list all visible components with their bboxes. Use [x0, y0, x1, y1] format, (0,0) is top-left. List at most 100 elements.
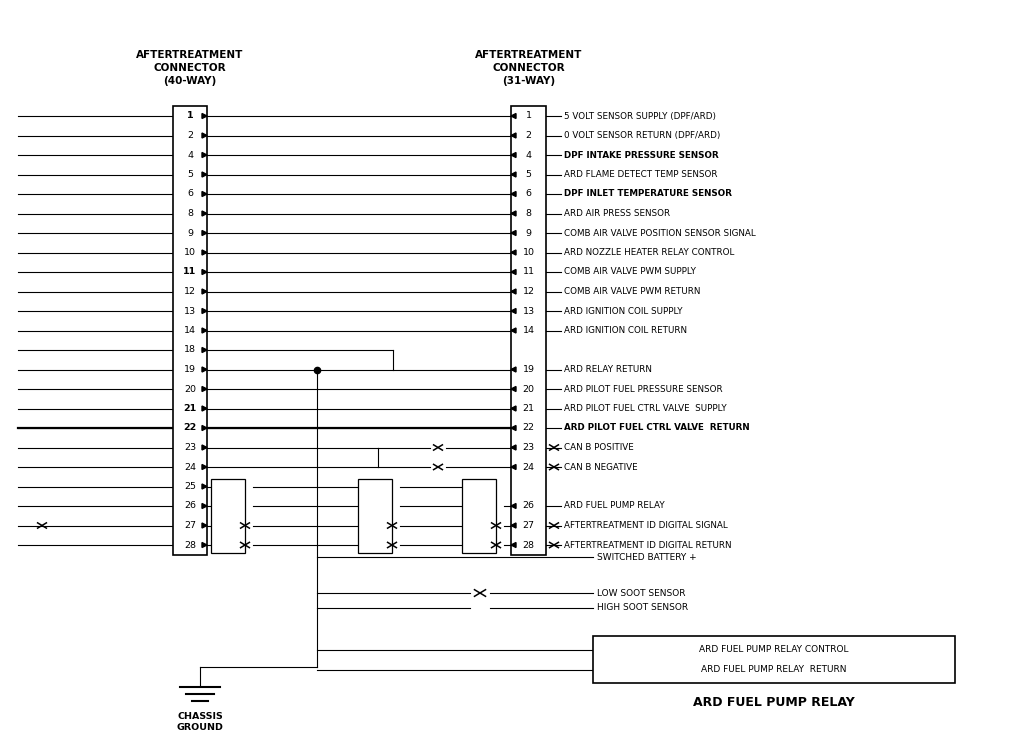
Text: ARD AIR PRESS SENSOR: ARD AIR PRESS SENSOR [564, 209, 670, 218]
Polygon shape [202, 250, 207, 255]
Polygon shape [202, 133, 207, 138]
Text: CAN B POSITIVE: CAN B POSITIVE [564, 443, 634, 452]
Text: 24: 24 [522, 463, 535, 471]
Text: ARD PILOT FUEL PRESSURE SENSOR: ARD PILOT FUEL PRESSURE SENSOR [564, 385, 723, 393]
Text: 22: 22 [522, 423, 535, 433]
Polygon shape [511, 172, 516, 177]
Polygon shape [202, 172, 207, 177]
Text: 27: 27 [184, 521, 196, 530]
Bar [173, 106, 207, 555]
Polygon shape [202, 406, 207, 411]
Text: COMB AIR VALVE POSITION SENSOR SIGNAL: COMB AIR VALVE POSITION SENSOR SIGNAL [564, 229, 756, 238]
Text: 5: 5 [525, 170, 531, 179]
Text: 6: 6 [525, 189, 531, 199]
Polygon shape [511, 387, 516, 392]
Bar [511, 106, 546, 555]
Polygon shape [511, 445, 516, 450]
Text: 21: 21 [522, 404, 535, 413]
Text: 0 VOLT SENSOR RETURN (DPF/ARD): 0 VOLT SENSOR RETURN (DPF/ARD) [564, 131, 720, 140]
Polygon shape [202, 523, 207, 528]
Text: 12: 12 [522, 287, 535, 296]
Polygon shape [511, 153, 516, 157]
Text: CHASSIS
GROUND: CHASSIS GROUND [176, 711, 223, 731]
Text: COMB AIR VALVE PWM RETURN: COMB AIR VALVE PWM RETURN [564, 287, 700, 296]
Text: 14: 14 [184, 326, 196, 335]
Bar [593, 636, 955, 683]
Polygon shape [511, 425, 516, 431]
Text: COMB AIR VALVE PWM SUPPLY: COMB AIR VALVE PWM SUPPLY [564, 268, 696, 276]
Polygon shape [202, 230, 207, 235]
Text: AFTERTREATMENT ID DIGITAL RETURN: AFTERTREATMENT ID DIGITAL RETURN [564, 540, 731, 550]
Text: 2: 2 [525, 131, 531, 140]
Text: 20: 20 [184, 385, 196, 393]
Text: 11: 11 [183, 268, 197, 276]
Text: 24: 24 [184, 463, 196, 471]
Polygon shape [202, 445, 207, 450]
Text: 20: 20 [522, 385, 535, 393]
Polygon shape [202, 192, 207, 197]
Text: 27: 27 [522, 521, 535, 530]
Text: SWITCHED BATTERY +: SWITCHED BATTERY + [597, 553, 696, 561]
Text: AFTERTREATMENT ID DIGITAL SIGNAL: AFTERTREATMENT ID DIGITAL SIGNAL [564, 521, 728, 530]
Polygon shape [202, 464, 207, 469]
Text: 28: 28 [184, 540, 196, 550]
Text: DPF INTAKE PRESSURE SENSOR: DPF INTAKE PRESSURE SENSOR [564, 151, 719, 159]
Text: 11: 11 [522, 268, 535, 276]
Text: 5: 5 [187, 170, 193, 179]
Text: CAN B NEGATIVE: CAN B NEGATIVE [564, 463, 638, 471]
Text: ARD FUEL PUMP RELAY  RETURN: ARD FUEL PUMP RELAY RETURN [701, 665, 847, 674]
Text: 28: 28 [522, 540, 535, 550]
Text: 19: 19 [184, 365, 196, 374]
Polygon shape [511, 504, 516, 509]
Text: 9: 9 [525, 229, 531, 238]
Text: ARD RELAY RETURN: ARD RELAY RETURN [564, 365, 652, 374]
Text: 18: 18 [184, 346, 196, 355]
Text: 25: 25 [184, 482, 196, 491]
Polygon shape [202, 270, 207, 275]
Text: 26: 26 [184, 501, 196, 510]
Text: 13: 13 [522, 306, 535, 316]
Polygon shape [202, 211, 207, 216]
Text: HIGH SOOT SENSOR: HIGH SOOT SENSOR [597, 604, 688, 613]
Text: 19: 19 [522, 365, 535, 374]
Polygon shape [511, 542, 516, 548]
Text: 5 VOLT SENSOR SUPPLY (DPF/ARD): 5 VOLT SENSOR SUPPLY (DPF/ARD) [564, 112, 716, 121]
Polygon shape [511, 211, 516, 216]
Polygon shape [511, 367, 516, 372]
Polygon shape [511, 289, 516, 294]
Text: 1: 1 [525, 112, 531, 121]
Polygon shape [511, 406, 516, 411]
Polygon shape [202, 328, 207, 333]
Polygon shape [202, 542, 207, 548]
Text: DPF INLET TEMPERATURE SENSOR: DPF INLET TEMPERATURE SENSOR [564, 189, 732, 199]
Polygon shape [202, 504, 207, 509]
Text: 10: 10 [522, 248, 535, 257]
Text: 4: 4 [525, 151, 531, 159]
Text: ARD PILOT FUEL CTRL VALVE  RETURN: ARD PILOT FUEL CTRL VALVE RETURN [564, 423, 750, 433]
Polygon shape [202, 308, 207, 314]
Polygon shape [202, 289, 207, 294]
Text: 14: 14 [522, 326, 535, 335]
Text: 8: 8 [187, 209, 193, 218]
Text: LOW SOOT SENSOR: LOW SOOT SENSOR [597, 588, 685, 597]
Text: 13: 13 [184, 306, 196, 316]
Polygon shape [202, 367, 207, 372]
Text: 9: 9 [187, 229, 193, 238]
Text: AFTERTREATMENT
CONNECTOR
(40-WAY): AFTERTREATMENT CONNECTOR (40-WAY) [136, 50, 244, 86]
Text: ARD FUEL PUMP RELAY: ARD FUEL PUMP RELAY [693, 697, 855, 710]
Text: ARD FLAME DETECT TEMP SENSOR: ARD FLAME DETECT TEMP SENSOR [564, 170, 718, 179]
Text: ARD PILOT FUEL CTRL VALVE  SUPPLY: ARD PILOT FUEL CTRL VALVE SUPPLY [564, 404, 727, 413]
Bar [358, 479, 392, 553]
Polygon shape [511, 133, 516, 138]
Text: ARD IGNITION COIL RETURN: ARD IGNITION COIL RETURN [564, 326, 687, 335]
Text: 21: 21 [183, 404, 197, 413]
Polygon shape [202, 347, 207, 352]
Text: 23: 23 [184, 443, 196, 452]
Text: 2: 2 [187, 131, 193, 140]
Text: ARD IGNITION COIL SUPPLY: ARD IGNITION COIL SUPPLY [564, 306, 683, 316]
Text: 23: 23 [522, 443, 535, 452]
Text: 26: 26 [522, 501, 535, 510]
Polygon shape [511, 192, 516, 197]
Polygon shape [202, 484, 207, 489]
Text: 22: 22 [183, 423, 197, 433]
